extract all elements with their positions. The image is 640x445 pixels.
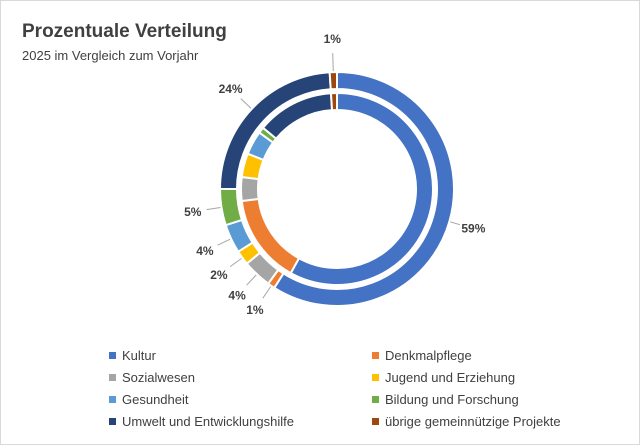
inner-ring-vorjahr: [240, 91, 434, 286]
inner-segment-8: [329, 91, 338, 112]
data-labels: 59%1%4%2%4%5%24%1%: [184, 32, 486, 317]
leader-line-7: [240, 98, 252, 109]
legend-label-2: Denkmalpflege: [385, 348, 472, 363]
leader-line-4: [229, 257, 242, 268]
legend-swatch-8: [372, 418, 379, 425]
chart-title: Prozentuale Verteilung: [22, 21, 227, 42]
data-label-3: 4%: [228, 288, 246, 302]
legend-swatch-2: [372, 352, 379, 359]
legend-swatch-1: [109, 352, 116, 359]
legend-item-8: übrige gemeinnützige Projekte: [372, 414, 561, 429]
legend-swatch-4: [372, 374, 379, 381]
legend-label-8: übrige gemeinnützige Projekte: [385, 414, 561, 429]
legend-label-6: Bildung und Forschung: [385, 392, 519, 407]
leader-line-1: [450, 221, 461, 226]
outer-segment-8: [328, 70, 338, 91]
legend-swatch-5: [109, 396, 116, 403]
legend-label-5: Gesundheit: [122, 392, 189, 407]
doughnut-chart: 59%1%4%2%4%5%24%1%: [184, 32, 486, 317]
legend-swatch-6: [372, 396, 379, 403]
inner-segment-3: [240, 175, 260, 203]
leader-line-2: [262, 286, 272, 299]
outer-segment-6: [218, 188, 244, 227]
leader-line-6: [206, 207, 221, 211]
legend-item-1: Kultur: [109, 348, 156, 363]
leader-lines: [206, 53, 461, 299]
legend-swatch-3: [109, 374, 116, 381]
leader-line-5: [217, 238, 231, 246]
legend-swatch-7: [109, 418, 116, 425]
data-label-5: 4%: [196, 244, 214, 258]
legend-item-2: Denkmalpflege: [372, 348, 472, 363]
leader-line-3: [246, 274, 257, 286]
legend-label-1: Kultur: [122, 348, 156, 363]
legend-item-4: Jugend und Erziehung: [372, 370, 515, 385]
outer-ring-2025: [218, 70, 455, 307]
legend-item-3: Sozialwesen: [109, 370, 195, 385]
data-label-8: 1%: [324, 32, 342, 46]
data-label-6: 5%: [184, 205, 202, 219]
legend-label-4: Jugend und Erziehung: [385, 370, 516, 385]
legend-item-6: Bildung und Forschung: [372, 392, 519, 407]
legend-label-3: Sozialwesen: [122, 370, 195, 385]
data-label-1: 59%: [461, 222, 485, 236]
data-label-2: 1%: [246, 303, 264, 317]
chart-subtitle: 2025 im Vergleich zum Vorjahr: [22, 48, 199, 63]
legend-label-7: Umwelt und Entwicklungshilfe: [122, 414, 294, 429]
legend-item-7: Umwelt und Entwicklungshilfe: [109, 414, 294, 429]
data-label-7: 24%: [219, 82, 243, 96]
legend-item-5: Gesundheit: [109, 392, 189, 407]
data-label-4: 2%: [210, 268, 228, 282]
leader-line-8: [332, 53, 334, 72]
